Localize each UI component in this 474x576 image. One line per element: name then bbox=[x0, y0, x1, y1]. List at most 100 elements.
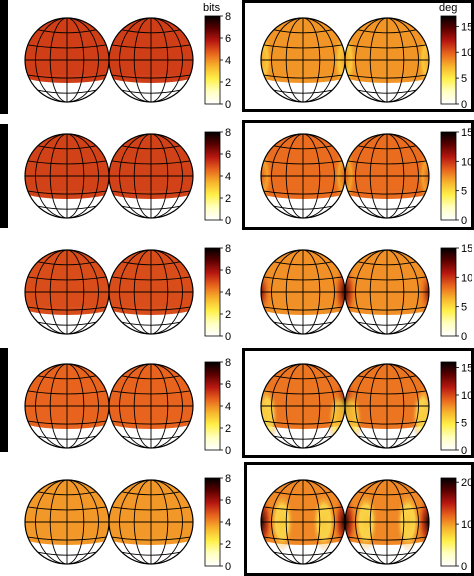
colorbar-tick-label: 0 bbox=[225, 445, 231, 457]
sphere-outline bbox=[108, 479, 194, 565]
longitude-line bbox=[355, 364, 388, 448]
sphere-outline bbox=[108, 363, 194, 449]
longitude-line bbox=[150, 364, 183, 448]
longitude-line bbox=[150, 250, 183, 334]
sphere-outline bbox=[344, 249, 430, 335]
panel-frame bbox=[242, 0, 474, 112]
longitude-line bbox=[285, 364, 304, 448]
longitude-line bbox=[150, 134, 169, 218]
colorbar-tick-label: 5 bbox=[461, 73, 467, 85]
longitude-line bbox=[302, 364, 335, 448]
longitude-line bbox=[49, 18, 68, 102]
hotspot bbox=[411, 385, 429, 446]
chart-panel-8: 0 5 10 15 bbox=[260, 361, 472, 457]
colorbar-tick-label: 15 bbox=[461, 363, 472, 375]
chart-panel-4: 0 5 10 15 bbox=[260, 127, 472, 227]
colorbar-tick-label: 0 bbox=[225, 215, 231, 227]
colorbar-tick-label: 10 bbox=[461, 519, 472, 531]
longitude-line bbox=[302, 134, 321, 218]
longitude-line bbox=[271, 18, 304, 102]
sphere-left bbox=[261, 134, 345, 218]
longitude-line bbox=[66, 134, 99, 218]
longitude-line bbox=[150, 18, 183, 102]
chart-panel-9: 0 2 4 6 8 bbox=[24, 473, 231, 573]
longitude-line bbox=[386, 250, 405, 334]
colorbar bbox=[440, 247, 457, 337]
colorbar-tick-label: 2 bbox=[225, 423, 231, 435]
longitude-line bbox=[133, 18, 152, 102]
colorbar bbox=[440, 15, 457, 105]
longitude-line bbox=[302, 480, 321, 564]
longitude-line bbox=[386, 134, 419, 218]
sphere-right bbox=[345, 18, 429, 102]
chart-panel-10: 0 10 20 bbox=[260, 477, 472, 573]
colorbar-tick-label: 0 bbox=[461, 99, 467, 111]
longitude-line bbox=[66, 18, 99, 102]
sphere-right bbox=[109, 250, 193, 334]
colorbar-tick-label: 6 bbox=[225, 265, 231, 277]
sphere-outline bbox=[344, 363, 430, 449]
longitude-line bbox=[49, 250, 68, 334]
colorbar-tick-label: 15 bbox=[461, 127, 472, 139]
longitude-line bbox=[386, 18, 405, 102]
longitude-line bbox=[355, 134, 388, 218]
longitude-line bbox=[271, 480, 304, 564]
colorbar-tick-label: 10 bbox=[461, 47, 472, 59]
longitude-line bbox=[355, 250, 388, 334]
panel-frame bbox=[244, 462, 474, 576]
longitude-line bbox=[271, 364, 304, 448]
longitude-line bbox=[49, 364, 68, 448]
colorbar-tick-label: 2 bbox=[225, 77, 231, 89]
longitude-line bbox=[119, 250, 152, 334]
colorbar-unit-label: bits bbox=[203, 2, 221, 14]
longitude-line bbox=[285, 134, 304, 218]
colorbar-tick-label: 5 bbox=[461, 418, 467, 430]
colorbar bbox=[204, 477, 221, 567]
colorbar-tick-label: 8 bbox=[225, 127, 231, 139]
longitude-line bbox=[302, 250, 335, 334]
sphere-left bbox=[261, 364, 345, 448]
colorbar-tick-label: 0 bbox=[461, 215, 467, 227]
longitude-line bbox=[66, 480, 85, 564]
colorbar-tick-label: 0 bbox=[225, 561, 231, 573]
chart-panel-3: 0 2 4 6 8 bbox=[24, 127, 231, 227]
hotspot bbox=[345, 388, 363, 448]
colorbar-tick-label: 4 bbox=[225, 171, 231, 183]
longitude-line bbox=[66, 134, 85, 218]
colorbar-tick-label: 6 bbox=[225, 149, 231, 161]
colorbar-unit-label: deg bbox=[439, 2, 457, 14]
longitude-line bbox=[386, 134, 405, 218]
longitude-line bbox=[285, 18, 304, 102]
left-black-bar bbox=[0, 124, 8, 228]
colorbar-tick-label: 8 bbox=[225, 243, 231, 255]
colorbar-tick-label: 2 bbox=[225, 539, 231, 551]
colorbar-tick-label: 5 bbox=[461, 186, 467, 198]
colorbar bbox=[204, 131, 221, 221]
longitude-line bbox=[386, 480, 419, 564]
sphere-outline bbox=[344, 133, 430, 219]
sphere-outline bbox=[344, 479, 430, 565]
sphere-outline bbox=[108, 17, 194, 103]
sphere-outline bbox=[108, 249, 194, 335]
panel-frame bbox=[242, 120, 474, 230]
longitude-line bbox=[35, 250, 68, 334]
chart-panel-7: 0 2 4 6 8 bbox=[24, 357, 231, 457]
sphere-right bbox=[345, 364, 429, 448]
longitude-line bbox=[66, 364, 99, 448]
longitude-line bbox=[355, 480, 388, 564]
longitude-line bbox=[66, 480, 99, 564]
longitude-line bbox=[302, 480, 335, 564]
sphere-left bbox=[25, 134, 109, 218]
chart-panel-1: 0 2 4 6 8 bits bbox=[24, 2, 231, 111]
sphere-left bbox=[261, 480, 345, 564]
colorbar-tick-label: 0 bbox=[461, 331, 467, 343]
longitude-line bbox=[119, 364, 152, 448]
sphere-left bbox=[261, 18, 345, 102]
colorbar-tick-label: 15 bbox=[461, 21, 472, 33]
longitude-line bbox=[302, 18, 335, 102]
longitude-line bbox=[66, 18, 85, 102]
longitude-line bbox=[386, 364, 419, 448]
panel-frame bbox=[242, 348, 474, 458]
longitude-line bbox=[66, 364, 85, 448]
longitude-line bbox=[119, 480, 152, 564]
